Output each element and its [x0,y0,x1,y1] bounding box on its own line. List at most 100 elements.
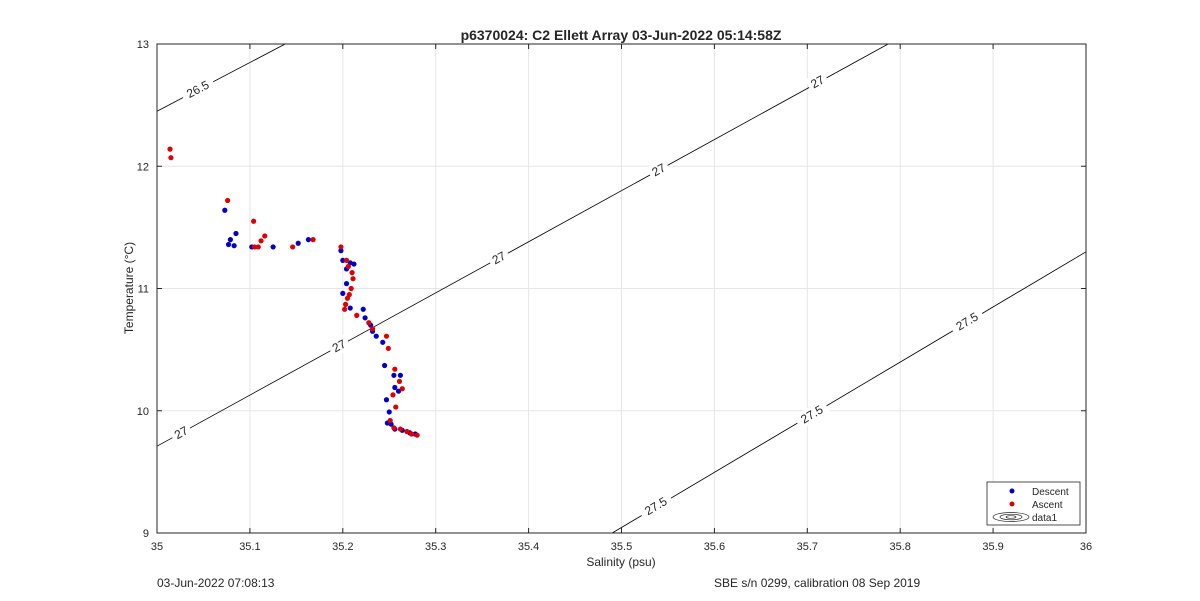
legend-descent-marker [1009,488,1015,494]
ascent-point [167,146,173,152]
x-tick-label: 35.4 [518,541,539,553]
legend-descent-label: Descent [1032,487,1069,498]
contour-label: 27 [490,248,509,267]
ascent-point [251,218,257,224]
legend-contour-icon [992,512,1030,522]
ascent-point [385,345,391,352]
x-tick-label: 35.7 [797,541,818,553]
descent-point [380,339,386,345]
descent-point [382,362,388,369]
x-axis-label: Salinity (psu) [586,555,655,569]
descent-point [227,237,233,243]
ascent-point [348,285,354,292]
y-tick-label: 13 [137,39,149,51]
descent-point [295,240,301,246]
ascent-point [397,426,403,432]
x-tick-label: 36 [1080,541,1092,553]
ascent-point [399,386,405,392]
ascent-point [414,432,420,438]
descent-point [222,207,228,213]
descent-point [351,261,357,267]
descent-point [386,409,392,415]
descent-point [305,237,312,243]
x-tick-label: 35.8 [889,541,910,553]
descent-point [231,243,237,249]
ascent-point [343,257,350,263]
ascent-point [350,276,356,282]
legend-data1-label: data1 [1032,513,1057,524]
descent-point [360,306,366,312]
ascent-point [258,238,264,244]
legend-ascent-marker [1009,501,1015,507]
contour-label-gap [646,158,672,182]
ascent-point [168,155,174,161]
descent-point [340,290,346,296]
ascent-point [225,197,231,204]
descent-point [343,281,350,287]
descent-point [270,244,276,250]
contour-label: 27 [330,336,349,355]
y-tick-label: 12 [137,161,149,173]
ascent-point [369,326,376,332]
chart-title: p6370024: C2 Ellett Array 03-Jun-2022 05… [461,27,782,43]
ascent-point [345,263,351,270]
ascent-point [390,392,396,398]
ascent-point [396,378,403,385]
ascent-point [290,244,296,250]
ascent-point [344,295,351,301]
descent-point [392,384,398,391]
ascent-point [387,417,393,424]
contour-line-27.5 [612,251,1087,534]
ascent-point [366,320,372,326]
ascent-point [310,237,316,243]
y-tick-label: 10 [137,406,149,418]
x-tick-label: 35.5 [611,541,632,553]
ascent-point [392,366,398,372]
ascent-point [342,306,348,312]
x-tick-label: 35.9 [982,541,1003,553]
contour-label-gap [948,305,986,338]
descent-point [347,305,353,311]
ascent-point [391,425,397,431]
descent-point [373,333,379,339]
x-tick-label: 35.2 [332,541,353,553]
descent-point [362,315,368,321]
contour-label-gap [179,74,217,105]
descent-point [340,257,346,263]
ascent-point [349,270,355,276]
descent-point [225,241,232,248]
ascent-point [255,244,261,250]
contour-label: 27 [172,423,191,442]
x-tick-label: 35 [151,541,163,553]
ascent-point [251,244,258,250]
legend-ascent-label: Ascent [1032,500,1063,511]
data-points [167,146,420,438]
descent-point [391,372,397,378]
ascent-point [354,312,360,318]
x-tick-label: 35.1 [239,541,260,553]
x-tick-label: 35.3 [425,541,446,553]
descent-point [383,397,390,403]
descent-point [338,248,344,254]
contour-label-gap [486,246,512,270]
legend: Descent Ascent data1 [986,481,1081,526]
axis-ticks: 35 35.1 35.2 35.3 35.4 35.5 35.6 35.7 35.8 35.9 36… [137,39,1092,553]
ascent-point [404,428,410,435]
contour-label-gap [326,334,352,358]
contour-label-gap [168,420,194,445]
contour-line-26.5 [156,43,286,112]
ascent-point [393,404,399,410]
contour-label-gap [637,490,675,522]
y-tick-label: 11 [138,284,149,296]
footer-calibration: SBE s/n 0299, calibration 08 Sep 2019 [714,576,921,590]
ascent-point [383,333,390,339]
footer-timestamp: 03-Jun-2022 07:08:13 [157,576,275,590]
ascent-point [408,431,415,437]
descent-point [233,230,239,237]
descent-point [397,372,403,378]
ascent-point [338,244,344,250]
descent-point [395,388,402,394]
contour-label-gap [804,70,831,94]
